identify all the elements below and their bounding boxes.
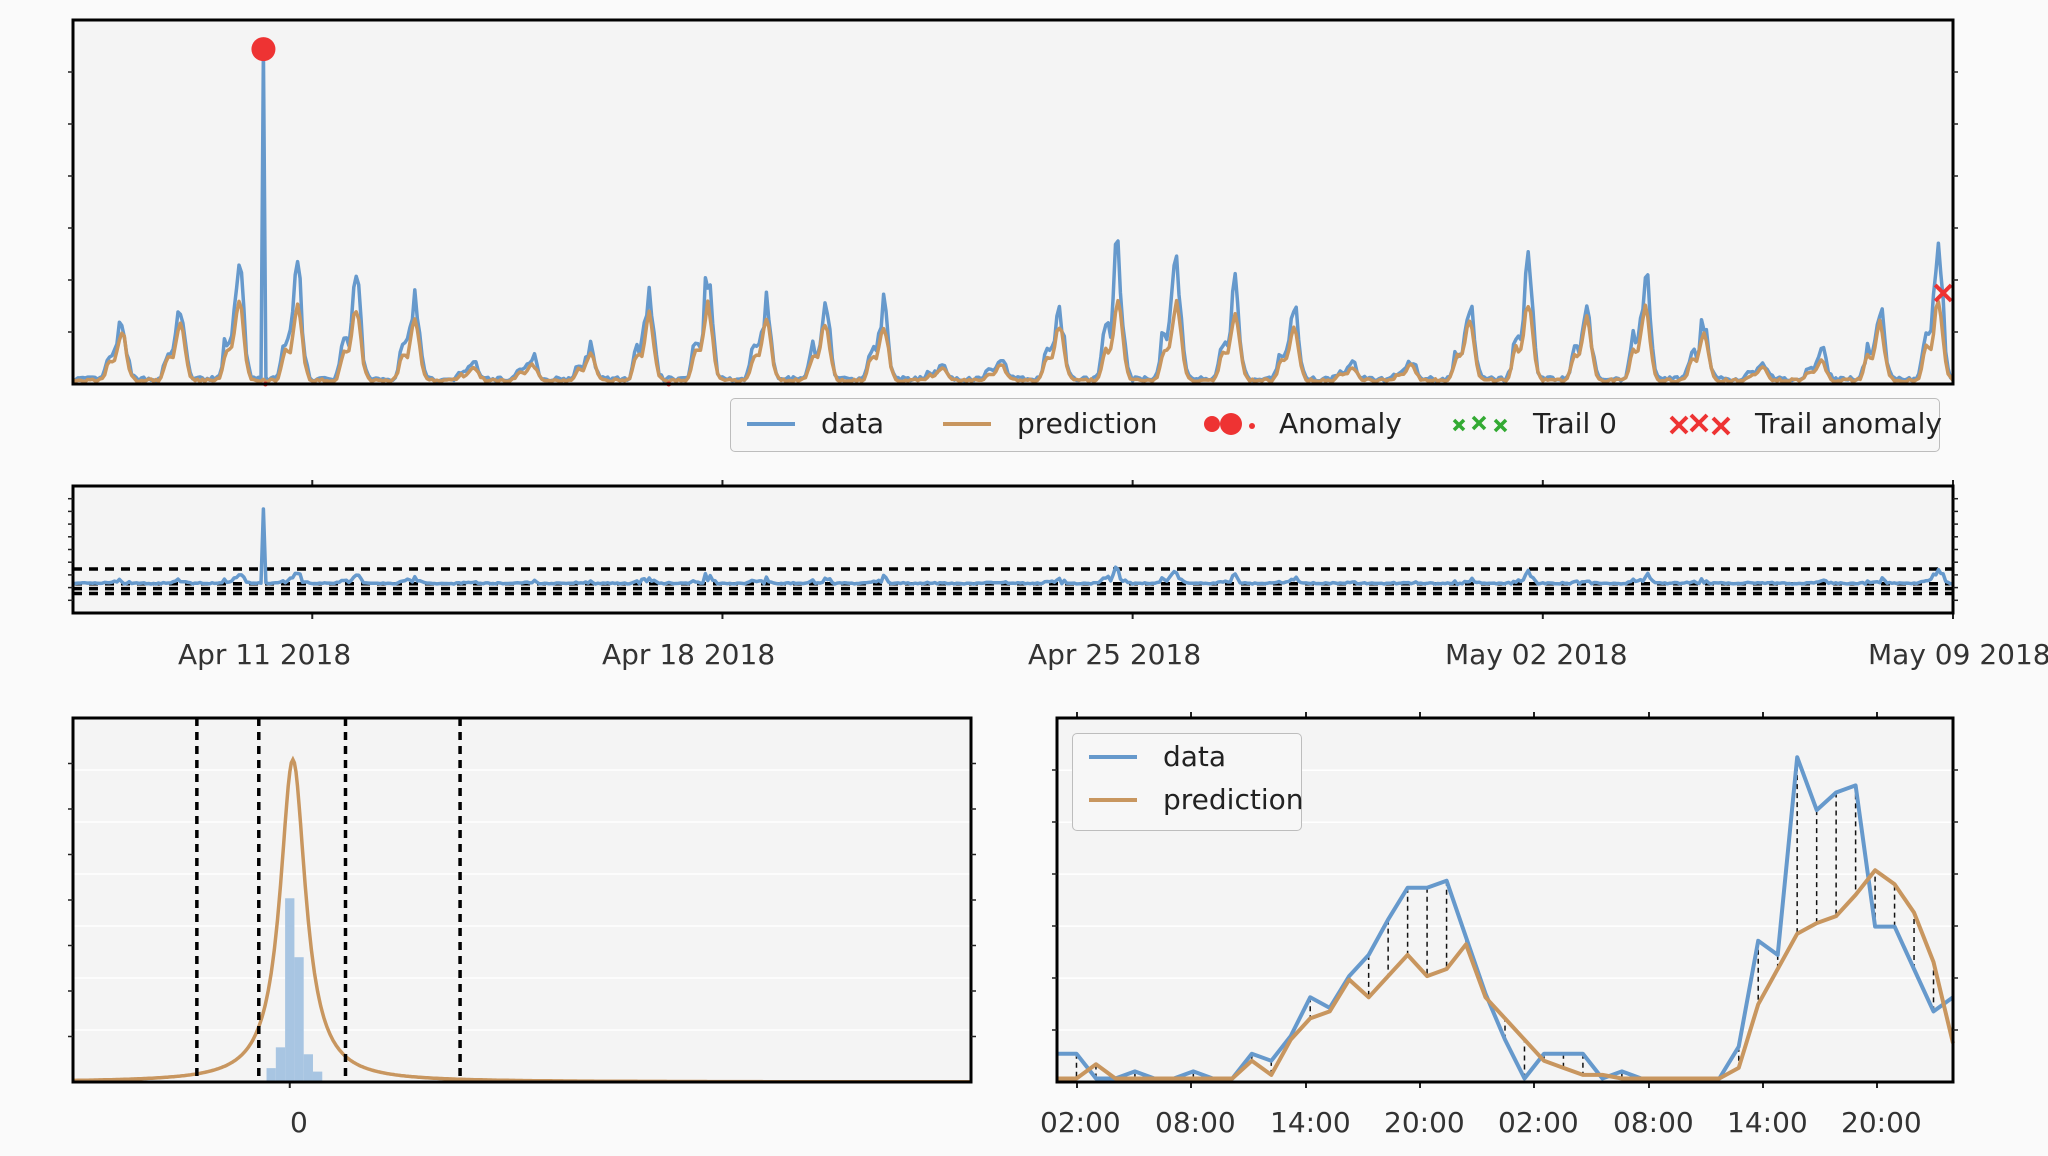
histogram-bar	[266, 1068, 276, 1082]
main-legend: data prediction Anomaly Trail 0	[730, 398, 1942, 452]
timeseries-plot	[71, 37, 1955, 387]
zoom-x-tick-label: 14:00	[1727, 1106, 1808, 1139]
histogram-panel	[73, 718, 971, 1082]
histogram-bar	[294, 957, 304, 1082]
axes-frame	[71, 18, 1955, 386]
axes-frame	[1055, 716, 1955, 1084]
legend-item-trail-anomaly: Trail anomaly	[1669, 407, 1942, 440]
residual-series-line	[72, 507, 1954, 587]
legend-data-label: data	[821, 407, 885, 440]
residuals-plot	[72, 480, 1954, 619]
histogram-bar	[285, 898, 295, 1082]
zoom-legend-item-data: data	[1089, 740, 1226, 773]
legend-item-prediction: prediction	[943, 407, 1157, 440]
zoom-legend-prediction-line	[1089, 797, 1137, 802]
legend-prediction-label: prediction	[1017, 407, 1158, 440]
histogram-bar	[312, 1071, 323, 1082]
zoom-x-tick-label: 02:00	[1040, 1106, 1121, 1139]
timeseries-panel	[73, 20, 1953, 384]
zoom-x-tick-label: 20:00	[1841, 1106, 1922, 1139]
anomaly-marker-icon	[1204, 412, 1255, 435]
trail-anomaly-marker-icon	[1669, 413, 1731, 435]
anomaly-marker	[251, 37, 276, 62]
residuals-panel	[73, 486, 1953, 613]
histogram-bar	[303, 1054, 313, 1082]
legend-anomaly-label: Anomaly	[1279, 407, 1402, 440]
legend-data-line	[747, 421, 795, 426]
histogram-bar	[275, 1047, 286, 1082]
legend-prediction-line	[943, 421, 991, 426]
histogram-plot	[73, 718, 971, 1088]
legend-trail-anomaly-label: Trail anomaly	[1755, 407, 1942, 440]
zoom-data-line	[1057, 755, 1955, 1081]
prediction-series-line	[71, 298, 1955, 384]
legend-item-data: data	[747, 407, 884, 440]
trail-anomaly-marker	[1933, 283, 1953, 303]
zoom-x-tick-label: 14:00	[1270, 1106, 1351, 1139]
legend-trail0-label: Trail 0	[1533, 407, 1617, 440]
zoom-legend-data-line	[1089, 754, 1137, 759]
x-tick-label-apr25: Apr 25 2018	[1028, 638, 1202, 671]
x-tick-label-may02: May 02 2018	[1445, 638, 1628, 671]
trail-anomaly-stroke	[1933, 283, 1953, 303]
x-tick-label-may09: May 09 2018	[1868, 638, 2048, 671]
axes-frames	[68, 18, 1958, 1084]
zoom-legend-data-label: data	[1163, 740, 1227, 773]
zoom-legend: data prediction	[1072, 733, 1303, 831]
zoom-legend-item-prediction: prediction	[1089, 783, 1303, 816]
zoom-x-tick-label: 08:00	[1613, 1106, 1694, 1139]
legend-item-trail0: Trail 0	[1451, 407, 1617, 440]
zoom-prediction-line	[1057, 868, 1955, 1081]
zoom-legend-prediction-label: prediction	[1163, 783, 1304, 816]
hist-x-tick-label-0: 0	[290, 1106, 308, 1139]
zoom-x-tick-label: 02:00	[1498, 1106, 1579, 1139]
trail0-marker-icon	[1452, 415, 1508, 432]
x-tick-label-apr18: Apr 18 2018	[602, 638, 776, 671]
zoom-x-tick-label: 20:00	[1384, 1106, 1465, 1139]
zoom-x-tick-label: 08:00	[1155, 1106, 1236, 1139]
x-tick-label-apr11: Apr 11 2018	[178, 638, 352, 671]
legend-item-anomaly: Anomaly	[1201, 407, 1402, 440]
